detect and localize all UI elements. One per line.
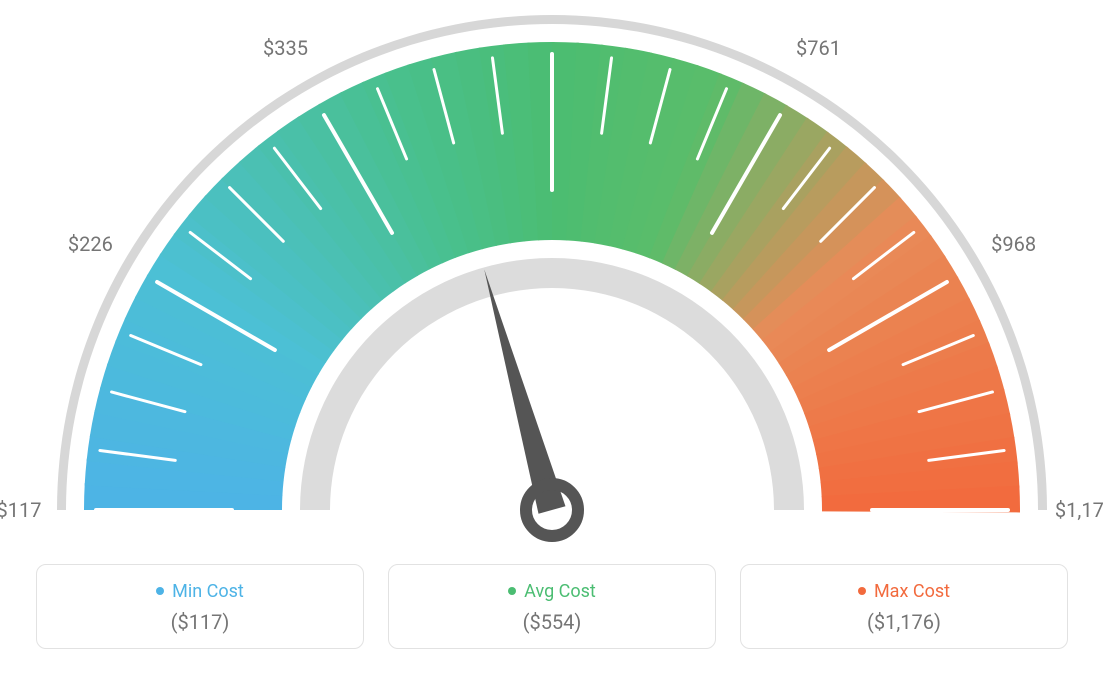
max-dot-icon bbox=[858, 587, 866, 595]
min-cost-title: Min Cost bbox=[37, 581, 363, 602]
avg-cost-title: Avg Cost bbox=[389, 581, 715, 602]
gauge-chart: $117$226$335$554$761$968$1,176 bbox=[0, 0, 1104, 560]
min-cost-card: Min Cost ($117) bbox=[36, 564, 364, 649]
max-cost-value: ($1,176) bbox=[741, 610, 1067, 634]
avg-dot-icon bbox=[508, 587, 516, 595]
min-dot-icon bbox=[156, 587, 164, 595]
summary-cards: Min Cost ($117) Avg Cost ($554) Max Cost… bbox=[0, 564, 1104, 649]
max-cost-label: Max Cost bbox=[874, 581, 950, 602]
gauge-scale-label: $226 bbox=[68, 232, 113, 256]
max-cost-card: Max Cost ($1,176) bbox=[740, 564, 1068, 649]
avg-cost-label: Avg Cost bbox=[524, 581, 596, 602]
avg-cost-card: Avg Cost ($554) bbox=[388, 564, 716, 649]
gauge-scale-label: $1,176 bbox=[1055, 498, 1104, 522]
max-cost-title: Max Cost bbox=[741, 581, 1067, 602]
gauge-scale-label: $761 bbox=[796, 36, 841, 60]
avg-cost-value: ($554) bbox=[389, 610, 715, 634]
min-cost-value: ($117) bbox=[37, 610, 363, 634]
gauge-svg bbox=[0, 0, 1104, 560]
gauge-scale-label: $968 bbox=[991, 232, 1036, 256]
gauge-scale-label: $117 bbox=[0, 498, 41, 522]
min-cost-label: Min Cost bbox=[172, 581, 244, 602]
gauge-scale-label: $335 bbox=[263, 36, 308, 60]
